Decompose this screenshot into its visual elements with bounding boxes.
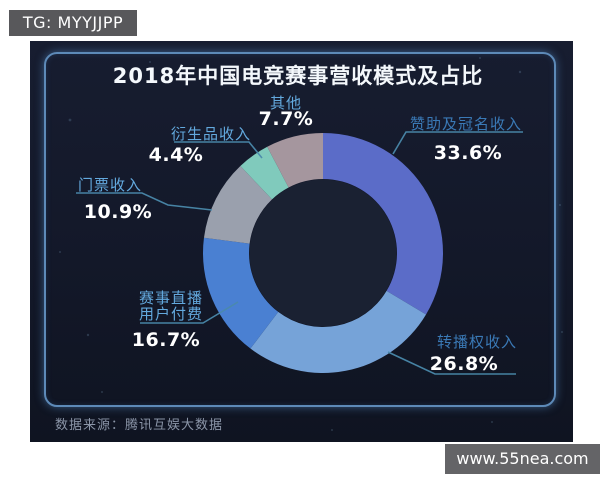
segment-label-menpiao: 门票收入 [77,176,143,194]
segment-label-yansheng: 衍生品收入 [170,125,252,143]
segment-label-saishi: 赛事直播用户付费 [139,289,204,323]
segment-pct-zanzhu: 33.6% [433,142,503,164]
segment-pct-zhuanbo: 26.8% [429,353,499,375]
segment-pct-qita: 7.7% [258,108,314,130]
segment-pct-menpiao: 10.9% [83,201,153,223]
data-source-note: 数据来源：腾讯互娱大数据 [55,418,224,433]
tg-badge: TG: MYYJJPP [9,10,137,36]
segment-label-zhuanbo: 转播权收入 [436,333,518,351]
segment-label-qita: 其他 [269,94,303,112]
chart-title: 2018年中国电竞赛事营收模式及占比 [112,64,484,88]
segment-label-zanzhu: 赞助及冠名收入 [409,115,523,133]
segment-pct-yansheng: 4.4% [148,144,204,166]
watermark-badge: www.55nea.com [445,444,600,474]
segment-pct-saishi: 16.7% [131,329,201,351]
chart-panel-border [44,52,556,407]
